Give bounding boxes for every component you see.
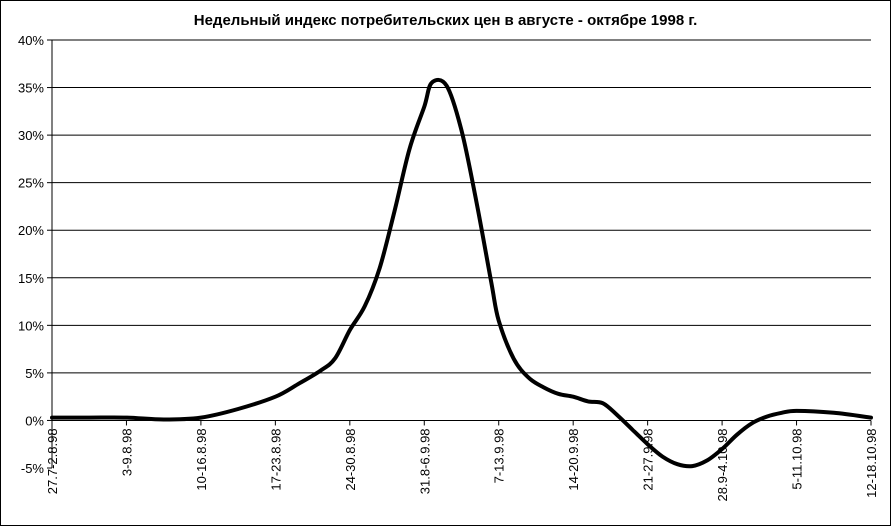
axes bbox=[47, 39, 872, 469]
y-tick-label: -5% bbox=[21, 461, 45, 476]
x-tick-label: 28.9-4.10.98 bbox=[715, 428, 730, 501]
y-tick-label: 20% bbox=[18, 223, 44, 238]
x-tick-label: 14-20.9.98 bbox=[566, 428, 581, 490]
y-tick-label: 35% bbox=[18, 81, 44, 96]
x-tick-label: 31.8-6.9.98 bbox=[417, 428, 432, 494]
series-layer bbox=[50, 77, 873, 469]
y-tick-label: 30% bbox=[18, 128, 44, 143]
gridlines bbox=[52, 39, 871, 421]
chart-title: Недельный индекс потребительских цен в а… bbox=[193, 12, 698, 29]
x-tick-label: 17-23.8.98 bbox=[268, 428, 283, 490]
x-tick-labels: 27.7-2.8.983-9.8.9810-16.8.9817-23.8.982… bbox=[45, 428, 879, 501]
x-tick-label: 12-18.10.98 bbox=[864, 428, 879, 497]
y-tick-label: 25% bbox=[18, 176, 44, 191]
y-tick-labels: -5% 0% 5% 10% 15% 20% 25% 30% 35% 40% bbox=[18, 33, 44, 476]
x-tick-label: 3-9.8.98 bbox=[119, 428, 134, 476]
x-tick-label: 7-13.9.98 bbox=[492, 428, 507, 483]
y-tick-label: 15% bbox=[18, 271, 44, 286]
y-tick-label: 10% bbox=[18, 318, 44, 333]
y-tick-label: 5% bbox=[25, 366, 44, 381]
x-tick-label: 24-30.8.98 bbox=[343, 428, 358, 490]
y-tick-label: 0% bbox=[25, 413, 44, 428]
x-tick-label: 5-11.10.98 bbox=[790, 428, 805, 489]
x-tick-label: 10-16.8.98 bbox=[194, 428, 209, 490]
y-tick-label: 40% bbox=[18, 33, 44, 48]
x-tick-label: 21-27.9.98 bbox=[641, 428, 656, 490]
series-line bbox=[50, 77, 873, 469]
